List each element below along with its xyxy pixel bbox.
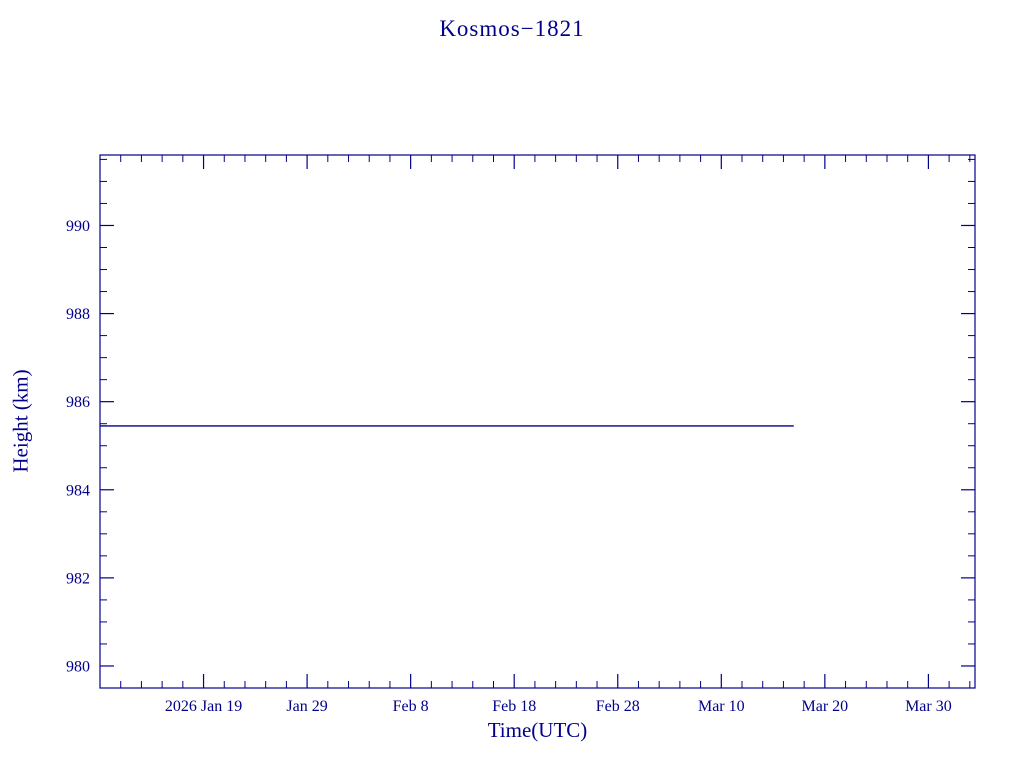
x-tick-label: Jan 29 (286, 698, 327, 715)
x-axis-label: Time(UTC) (487, 718, 588, 742)
y-tick-label: 982 (66, 570, 90, 587)
y-tick-label: 990 (66, 218, 90, 235)
chart-title: Kosmos−1821 (439, 16, 585, 41)
x-tick-label: Mar 10 (698, 698, 745, 715)
y-tick-label: 986 (66, 394, 90, 411)
x-tick-label: Feb 18 (492, 698, 536, 715)
x-tick-label: Feb 8 (393, 698, 429, 715)
y-tick-label: 980 (66, 658, 90, 675)
x-tick-label: Mar 20 (802, 698, 849, 715)
x-tick-label: 2026 Jan 19 (165, 698, 242, 715)
x-tick-label: Feb 28 (596, 698, 640, 715)
plot-border (99, 154, 976, 689)
y-tick-label: 984 (66, 482, 90, 499)
y-tick-label: 988 (66, 306, 90, 323)
x-tick-label: Mar 30 (905, 698, 952, 715)
